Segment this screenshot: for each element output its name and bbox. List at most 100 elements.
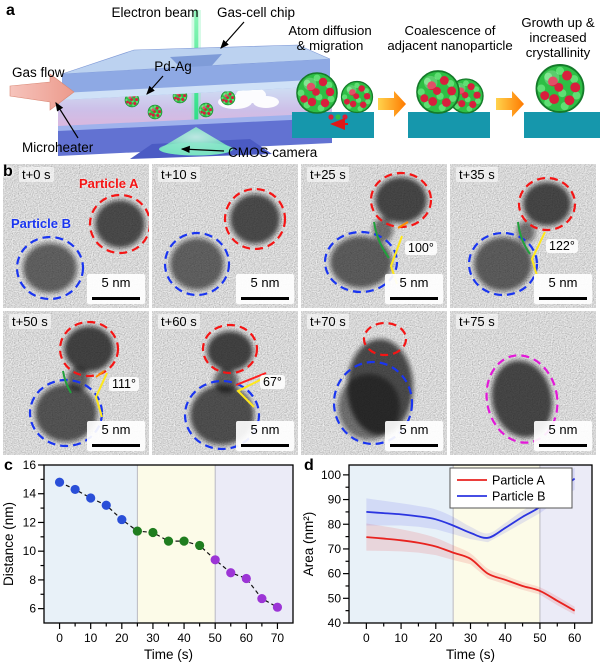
panel-c-label: c [4,457,13,474]
panel-a-label: a [6,2,15,19]
scale-bar: 5 nm [236,274,294,304]
microheater-label: Microheater [22,140,94,155]
svg-text:40: 40 [328,616,342,630]
neck-trace-green [373,221,390,259]
scale-bar-line [390,296,438,300]
svg-text:80: 80 [328,517,342,531]
svg-text:30: 30 [464,631,478,645]
angle-value: 100° [405,241,437,255]
svg-text:10: 10 [394,631,408,645]
particle-b-text: Particle B [11,216,71,231]
particle-b-outline [15,235,85,301]
svg-text:40: 40 [177,631,191,645]
scale-bar: 5 nm [236,421,294,451]
stage3-label-line3: crystallinity [526,45,591,60]
data-point [148,527,158,538]
svg-text:70: 70 [328,542,342,556]
electron-beam-label: Electron beam [111,5,198,20]
stage3-label-line1: Growth up & [521,15,595,30]
data-point [241,573,251,584]
time-label: t+70 s [307,314,349,329]
particle-a-outline [362,321,408,357]
legend: Particle A Particle B [449,467,573,509]
time-label: t+35 s [456,167,498,182]
svg-text:30: 30 [146,631,160,645]
stage3-label-line2: increased [529,30,586,45]
substrate [408,112,490,138]
process-arrow-2 [496,91,524,117]
legend-entry: Particle B [492,490,546,504]
svg-text:10: 10 [23,544,37,558]
area-vs-time-chart: 0 10 20 30 40 50 60 40 50 60 70 80 90 100 Time (s) Area… [300,455,600,662]
svg-text:20: 20 [429,631,443,645]
tem-tile-t0: t+0 s Particle A Particle B 5 nm [3,164,149,308]
svg-text:16: 16 [23,458,37,472]
svg-text:60: 60 [328,567,342,581]
svg-text:60: 60 [568,631,582,645]
stage1-label-line2: & migration [297,38,364,53]
stage2-label-line2: adjacent nanoparticle [387,38,512,53]
svg-text:10: 10 [84,631,98,645]
stage-coalescence: Coalescence of adjacent nanoparticle [387,23,513,138]
scale-bar-line [390,443,438,447]
angle-value: 122° [546,239,578,253]
plot-frame [348,464,593,624]
particle-a-outline [58,320,120,378]
annotation-arrows [55,21,245,153]
particle-b-outline [323,230,399,294]
x-axis-label: Time (s) [144,647,193,662]
y-axis-label: Area (nm²) [301,512,316,577]
time-label: t+75 s [456,314,498,329]
angle-value: 111° [109,377,139,391]
scale-label: 5 nm [548,275,578,290]
svg-text:70: 70 [271,631,285,645]
data-point [70,484,80,495]
scale-label: 5 nm [250,275,280,290]
merged-particle-outline [485,354,559,444]
series-line [366,536,576,612]
data-point [132,526,142,536]
svg-text:60: 60 [240,631,254,645]
scale-label: 5 nm [101,275,131,290]
panel-b-tem-series: t+0 s Particle A Particle B 5 nm t+10 s … [0,163,600,455]
pd-ag-label: Pd-Ag [154,59,192,74]
angle-marker [530,231,546,280]
particle-a-outline [201,323,259,375]
svg-text:50: 50 [209,631,223,645]
scale-bar: 5 nm [87,274,145,304]
data-point [163,536,174,546]
stage1-label-line1: Atom diffusion [288,23,371,38]
scale-bar: 5 nm [534,274,592,304]
particle-b-outline [332,360,414,446]
x-axis-label: Time (s) [446,647,495,662]
data-point [86,493,96,503]
panel-d-label: d [304,457,314,474]
gas-cell-chip-label: Gas-cell chip [217,5,295,20]
svg-text:14: 14 [23,487,37,501]
scale-bar-line [92,443,140,447]
data-point [195,540,205,551]
chart-c-svg: 0 10 20 30 40 50 60 70 6 8 10 12 14 16 Time (s) Distanc… [1,458,294,662]
data-point [54,477,65,487]
data-point [179,536,189,546]
stage2-label-line1: Coalescence of [405,23,496,38]
data-point [210,555,220,565]
svg-text:40: 40 [499,631,513,645]
cmos-camera-label: CMOS camera [228,145,318,160]
svg-text:90: 90 [328,493,342,507]
process-arrow-1 [378,91,406,117]
scale-label: 5 nm [399,275,429,290]
plot-frame [43,464,294,624]
data-point [257,593,267,604]
angle-marker [94,372,108,418]
scale-bar-line [539,443,587,447]
svg-text:50: 50 [328,591,342,605]
svg-text:20: 20 [115,631,129,645]
scale-bar-line [241,443,289,447]
gas-flow-arrow [9,73,75,111]
plot-area [44,465,293,623]
tem-tile-t70: t+70 s 5 nm [301,311,447,455]
tem-tile-t35: t+35 s 122° 5 nm [450,164,596,308]
tem-tile-t10: t+10 s 5 nm [152,164,298,308]
svg-text:8: 8 [29,573,36,587]
